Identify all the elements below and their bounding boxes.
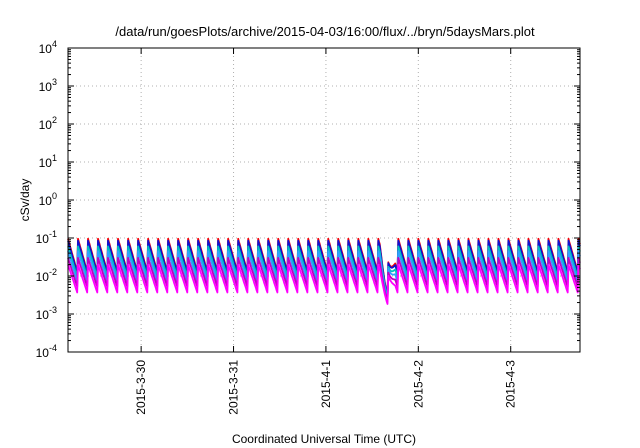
y-tick-label: 103	[39, 77, 57, 94]
x-axis-label: Coordinated Universal Time (UTC)	[232, 432, 416, 446]
y-tick-label: 102	[39, 115, 57, 132]
y-axis-label: cSv/day	[18, 179, 32, 222]
x-tick-label: 2015-3-30	[134, 360, 148, 415]
x-tick-label: 2015-4-3	[504, 360, 518, 408]
series-lines	[67, 237, 581, 305]
y-tick-label: 10-1	[36, 229, 57, 246]
y-tick-label: 10-4	[36, 343, 57, 360]
series-line-5	[67, 256, 581, 303]
y-tick-label: 104	[39, 39, 57, 56]
series-line-3	[67, 245, 581, 299]
chart-title: /data/run/goesPlots/archive/2015-04-03/1…	[115, 24, 535, 39]
x-tick-labels: 2015-3-30 2015-3-31 2015-4-1 2015-4-2 2015-4…	[134, 360, 518, 415]
x-tick-label: 2015-4-1	[319, 360, 333, 408]
y-tick-label: 100	[39, 191, 57, 208]
grid	[68, 48, 580, 352]
y-tick-labels: 10-4 10-3 10-2 10-1 100 101 102 103 104	[36, 39, 57, 360]
y-tick-label: 101	[39, 153, 57, 170]
y-tick-label: 10-2	[36, 267, 57, 284]
series-line-2	[67, 239, 581, 298]
y-tick-label: 10-3	[36, 305, 57, 322]
axis-ticks	[68, 47, 580, 353]
plot-frame	[67, 47, 581, 353]
series-line-6	[67, 263, 581, 305]
x-tick-label: 2015-3-31	[227, 360, 241, 415]
series-line-4	[67, 250, 581, 301]
x-tick-label: 2015-4-2	[411, 360, 425, 408]
